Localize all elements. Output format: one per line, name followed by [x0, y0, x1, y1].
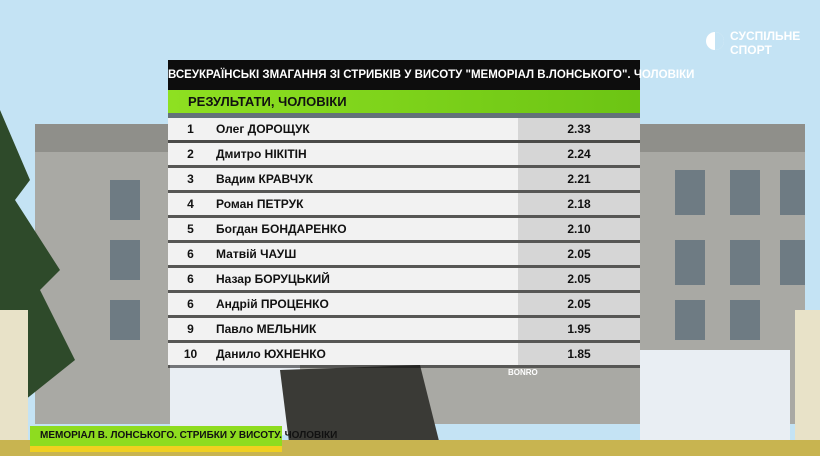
result-row: 4 Роман ПЕТРУК 2.18	[168, 193, 640, 215]
result: 2.24	[518, 143, 640, 165]
athlete-name: Андрій ПРОЦЕНКО	[216, 297, 329, 311]
rank: 4	[187, 197, 194, 211]
logo-text: СПОРТ	[730, 43, 772, 57]
result-row: 5 Богдан БОНДАРЕНКО 2.10	[168, 218, 640, 240]
sign-text: BONRO	[508, 368, 538, 377]
result: 2.21	[518, 168, 640, 190]
ticker: МЕМОРІАЛ В. ЛОНСЬКОГО. СТРИБКИ У ВИСОТУ.…	[30, 426, 337, 446]
athlete-name: Дмитро НІКІТІН	[216, 147, 307, 161]
result-row: 6 Назар БОРУЦЬКИЙ 2.05	[168, 268, 640, 290]
result-row: 6 Андрій ПРОЦЕНКО 2.05	[168, 293, 640, 315]
result-row: 6 Матвій ЧАУШ 2.05	[168, 243, 640, 265]
athlete-name: Олег ДОРОЩУК	[216, 122, 310, 136]
athlete-name: Вадим КРАВЧУК	[216, 172, 313, 186]
rank: 9	[187, 322, 194, 336]
result: 2.10	[518, 218, 640, 240]
athlete-name: Назар БОРУЦЬКИЙ	[216, 272, 330, 286]
athlete-name: Данило ЮХНЕНКО	[216, 347, 326, 361]
athlete-name: Павло МЕЛЬНИК	[216, 322, 317, 336]
result-row: 2 Дмитро НІКІТІН 2.24	[168, 143, 640, 165]
rank: 2	[187, 147, 194, 161]
panel-title: ВСЕУКРАЇНСЬКІ ЗМАГАННЯ ЗІ СТРИБКІВ У ВИС…	[168, 60, 694, 90]
result: 2.05	[518, 268, 640, 290]
result: 1.95	[518, 318, 640, 340]
rank: 1	[187, 122, 194, 136]
rank: 6	[187, 272, 194, 286]
result-row: 3 Вадим КРАВЧУК 2.21	[168, 168, 640, 190]
result: 2.33	[518, 118, 640, 140]
results-panel: ВСЕУКРАЇНСЬКІ ЗМАГАННЯ ЗІ СТРИБКІВ У ВИС…	[168, 60, 694, 368]
rank: 6	[187, 247, 194, 261]
result-row: 10 Данило ЮХНЕНКО 1.85	[168, 343, 640, 365]
rank: 5	[187, 222, 194, 236]
rank: 3	[187, 172, 194, 186]
result: 1.85	[518, 343, 640, 365]
rank: 6	[187, 297, 194, 311]
athlete-name: Богдан БОНДАРЕНКО	[216, 222, 347, 236]
result: 2.05	[518, 243, 640, 265]
logo-text: СУСПІЛЬНЕ	[730, 29, 801, 43]
result: 2.18	[518, 193, 640, 215]
result-row: 1 Олег ДОРОЩУК 2.33	[168, 118, 640, 140]
result-row: 9 Павло МЕЛЬНИК 1.95	[168, 318, 640, 340]
athlete-name: Матвій ЧАУШ	[216, 247, 297, 261]
panel-subtitle: РЕЗУЛЬТАТИ, ЧОЛОВІКИ	[168, 90, 640, 113]
result: 2.05	[518, 293, 640, 315]
rank: 10	[183, 347, 198, 361]
athlete-name: Роман ПЕТРУК	[216, 197, 304, 211]
